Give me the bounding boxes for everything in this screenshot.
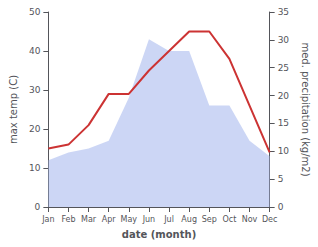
svg-text:0: 0 bbox=[278, 202, 284, 212]
svg-text:Dec: Dec bbox=[262, 215, 277, 224]
svg-text:30: 30 bbox=[278, 35, 290, 45]
svg-text:30: 30 bbox=[29, 85, 41, 95]
svg-text:Oct: Oct bbox=[222, 215, 236, 224]
svg-text:50: 50 bbox=[29, 7, 41, 17]
svg-text:Mar: Mar bbox=[81, 215, 97, 224]
svg-text:Nov: Nov bbox=[242, 215, 258, 224]
svg-text:15: 15 bbox=[278, 118, 289, 128]
svg-text:Jun: Jun bbox=[142, 215, 156, 224]
svg-text:Apr: Apr bbox=[102, 215, 117, 224]
svg-text:20: 20 bbox=[278, 91, 290, 101]
svg-text:date (month): date (month) bbox=[122, 229, 196, 240]
svg-text:35: 35 bbox=[278, 7, 289, 17]
svg-text:40: 40 bbox=[29, 46, 41, 56]
svg-text:20: 20 bbox=[29, 124, 41, 134]
svg-text:May: May bbox=[121, 215, 138, 224]
svg-text:Jan: Jan bbox=[41, 215, 54, 224]
svg-text:Jul: Jul bbox=[163, 215, 174, 224]
svg-text:Aug: Aug bbox=[181, 215, 197, 224]
svg-text:25: 25 bbox=[278, 63, 289, 73]
svg-text:10: 10 bbox=[29, 163, 41, 173]
svg-text:5: 5 bbox=[278, 174, 284, 184]
svg-text:0: 0 bbox=[35, 202, 41, 212]
svg-text:Sep: Sep bbox=[202, 215, 217, 224]
svg-text:10: 10 bbox=[278, 146, 290, 156]
svg-text:Feb: Feb bbox=[61, 215, 75, 224]
svg-text:max temp (C): max temp (C) bbox=[8, 75, 19, 144]
svg-text:med. precipitation (kg/m2): med. precipitation (kg/m2) bbox=[300, 42, 311, 176]
